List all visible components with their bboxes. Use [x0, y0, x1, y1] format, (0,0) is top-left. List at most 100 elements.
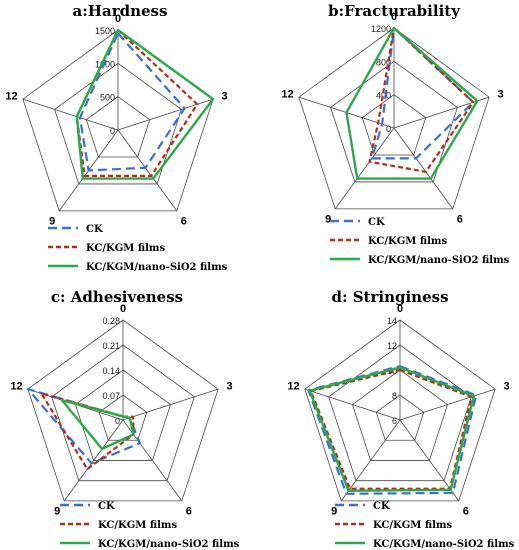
axis-label: 3	[497, 88, 503, 100]
series-point	[472, 395, 475, 397]
series-point	[308, 389, 311, 392]
series-line	[78, 32, 186, 172]
legend-label: KC/KGM/nano-SiO2 films	[373, 539, 515, 550]
axis-label: 0	[115, 13, 121, 25]
series-point	[356, 177, 359, 180]
series-line	[75, 28, 215, 180]
series-point	[449, 488, 452, 491]
panel-title: c: Adhesiveness	[51, 288, 183, 306]
grid-ring	[27, 319, 219, 502]
series-point	[128, 416, 131, 419]
tick-label: 0	[110, 126, 115, 136]
series-point	[183, 107, 186, 110]
series-point	[196, 103, 199, 106]
legend-label: KC/KGM films	[368, 236, 447, 247]
axis-spoke	[340, 419, 401, 502]
series-point	[152, 177, 155, 180]
axis-spoke	[117, 98, 214, 131]
series-point	[349, 487, 351, 490]
series-point	[40, 392, 43, 395]
grid-ring	[351, 369, 449, 461]
tick-label: 0.14	[102, 366, 120, 376]
series-line	[40, 392, 135, 471]
tick-label: 500	[100, 93, 115, 103]
grid-ring	[304, 319, 496, 502]
legend-label: CK	[373, 501, 390, 512]
axis-spoke	[22, 98, 119, 131]
series-point	[81, 177, 84, 180]
series-point	[90, 462, 93, 465]
tick-label: 12	[387, 341, 397, 351]
tick-label: 0.28	[102, 316, 120, 326]
tick-label: 6	[392, 416, 397, 426]
grid-ring	[74, 369, 172, 461]
axis-label: 0	[397, 303, 403, 315]
legend-label: KC/KGM/nano-SiO2 films	[98, 539, 240, 550]
series-point	[87, 169, 90, 172]
axis-spoke	[393, 127, 454, 210]
series-point	[150, 175, 153, 177]
axis-label: 0	[120, 303, 126, 315]
series-point	[345, 493, 348, 495]
series-point	[101, 448, 103, 450]
radar-plot-adhesiveness: 0 3 6 9 12 0 0.07 0.14 0.21 0.28	[10, 303, 232, 518]
axis-label: 9	[331, 506, 337, 518]
grid-ring	[361, 94, 427, 156]
series-point	[117, 29, 119, 31]
axis-label: 3	[503, 380, 509, 392]
legend-label: CK	[98, 501, 115, 512]
legend-label: CK	[368, 217, 385, 228]
grid-ring	[330, 60, 458, 183]
axis-label: 0	[391, 11, 397, 23]
axis-label: 9	[54, 506, 60, 518]
radar-plot-fracturability: 0 3 6 9 12 0 400 800 1200	[281, 11, 503, 226]
series-point	[393, 27, 395, 29]
axis-label: 3	[221, 90, 227, 102]
series-point	[429, 177, 432, 180]
axis-label: 12	[287, 380, 299, 392]
axis-label: 12	[10, 380, 22, 392]
series-point	[381, 123, 383, 125]
axis-spoke	[63, 419, 124, 502]
axis-label: 9	[49, 216, 55, 228]
axis-label: 6	[186, 506, 192, 518]
panel-title: b:Fracturability	[328, 2, 461, 20]
axis-spoke	[122, 388, 219, 421]
series-point	[345, 111, 348, 114]
series-point	[371, 157, 373, 160]
axis-spoke	[334, 127, 395, 210]
series-line	[60, 398, 135, 451]
legend-fracturability: CK KC/KGM films KC/KGM/nano-SiO2 films	[330, 217, 510, 266]
series-point	[61, 399, 63, 401]
tick-label: 8	[392, 391, 397, 401]
series-line	[368, 26, 475, 173]
panel-title: d: Stringiness	[331, 288, 448, 306]
grid-ring	[375, 394, 425, 441]
axis-spoke	[399, 388, 496, 421]
series-point	[212, 98, 214, 100]
legend-label: CK	[86, 224, 103, 235]
series-point	[399, 366, 401, 369]
axis-label: 6	[463, 506, 469, 518]
grid-ring	[51, 344, 195, 482]
tick-label: 0.07	[102, 391, 120, 401]
series-line	[309, 368, 473, 490]
series-point	[377, 122, 379, 124]
legend-adhesiveness: CK KC/KGM films KC/KGM/nano-SiO2 films	[60, 501, 240, 550]
series-point	[475, 394, 477, 397]
axis-label: 12	[281, 88, 293, 100]
series-point	[476, 100, 479, 102]
series-point	[368, 160, 371, 163]
grid-ring	[298, 27, 490, 210]
panel-adhesiveness: c: Adhesiveness 03691200.070.140.210.28 …	[10, 288, 239, 550]
legend-label: KC/KGM/nano-SiO2 films	[368, 255, 510, 266]
tick-label: 400	[376, 91, 391, 101]
series-point	[472, 101, 475, 104]
axis-label: 6	[181, 216, 187, 228]
legend-label: KC/KGM films	[86, 243, 165, 254]
legend-stringiness: CK KC/KGM films KC/KGM/nano-SiO2 films	[335, 501, 515, 550]
tick-label: 0.21	[102, 341, 120, 351]
